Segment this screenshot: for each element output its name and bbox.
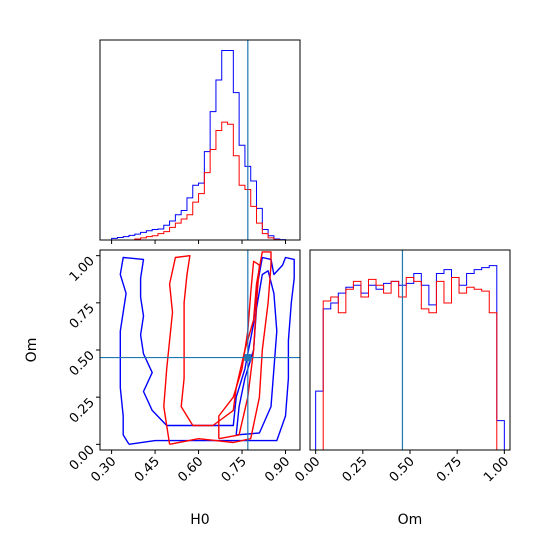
contour-0 — [119, 256, 295, 445]
om-hist-xtick-label-1: 0.25 — [340, 454, 371, 485]
contour-ytick-label-2: 0.50 — [67, 348, 98, 379]
om-hist-series-1 — [315, 276, 505, 451]
contour-ytick-label-4: 1.00 — [67, 254, 98, 285]
y-axis-label-om: Om — [24, 338, 40, 363]
h0-hist-series-1 — [111, 121, 286, 241]
x-axis-label-om: Om — [398, 512, 423, 528]
contour-2 — [163, 251, 272, 445]
om-hist-frame — [309, 249, 511, 451]
contour-lines — [119, 251, 295, 445]
panel-om-marginal: 0.00 0.25 0.50 0.75 1.00 Om — [292, 249, 512, 528]
x-axis-label-h0: H0 — [190, 512, 209, 528]
panel-h0-om-contour: 0.30 0.45 0.60 0.75 0.900.000.250.500.751.00… — [24, 249, 301, 528]
contour-1 — [235, 270, 278, 436]
contour-xtick-label-0: 0.30 — [88, 454, 119, 485]
contour-xtick-label-4: 0.90 — [262, 454, 293, 485]
contour-ytick-label-3: 0.75 — [67, 301, 98, 332]
om-hist-xtick-label-4: 1.00 — [481, 454, 512, 485]
om-hist-xtick-label-3: 0.75 — [434, 454, 465, 485]
contour-xtick-label-3: 0.75 — [219, 454, 250, 485]
contour-xtick-label-1: 0.45 — [132, 454, 163, 485]
panel-h0-marginal — [99, 39, 301, 244]
om-hist-xtick-label-0: 0.00 — [292, 454, 323, 485]
om-hist-series-0 — [315, 265, 505, 450]
contour-xtick-label-2: 0.60 — [175, 454, 206, 485]
om-hist-xtick-label-2: 0.50 — [387, 454, 418, 485]
contour-truth-marker — [244, 354, 252, 362]
contour-ytick-label-1: 0.25 — [67, 395, 98, 426]
h0-hist-series-0 — [111, 50, 287, 241]
h0-hist-frame — [99, 39, 301, 241]
